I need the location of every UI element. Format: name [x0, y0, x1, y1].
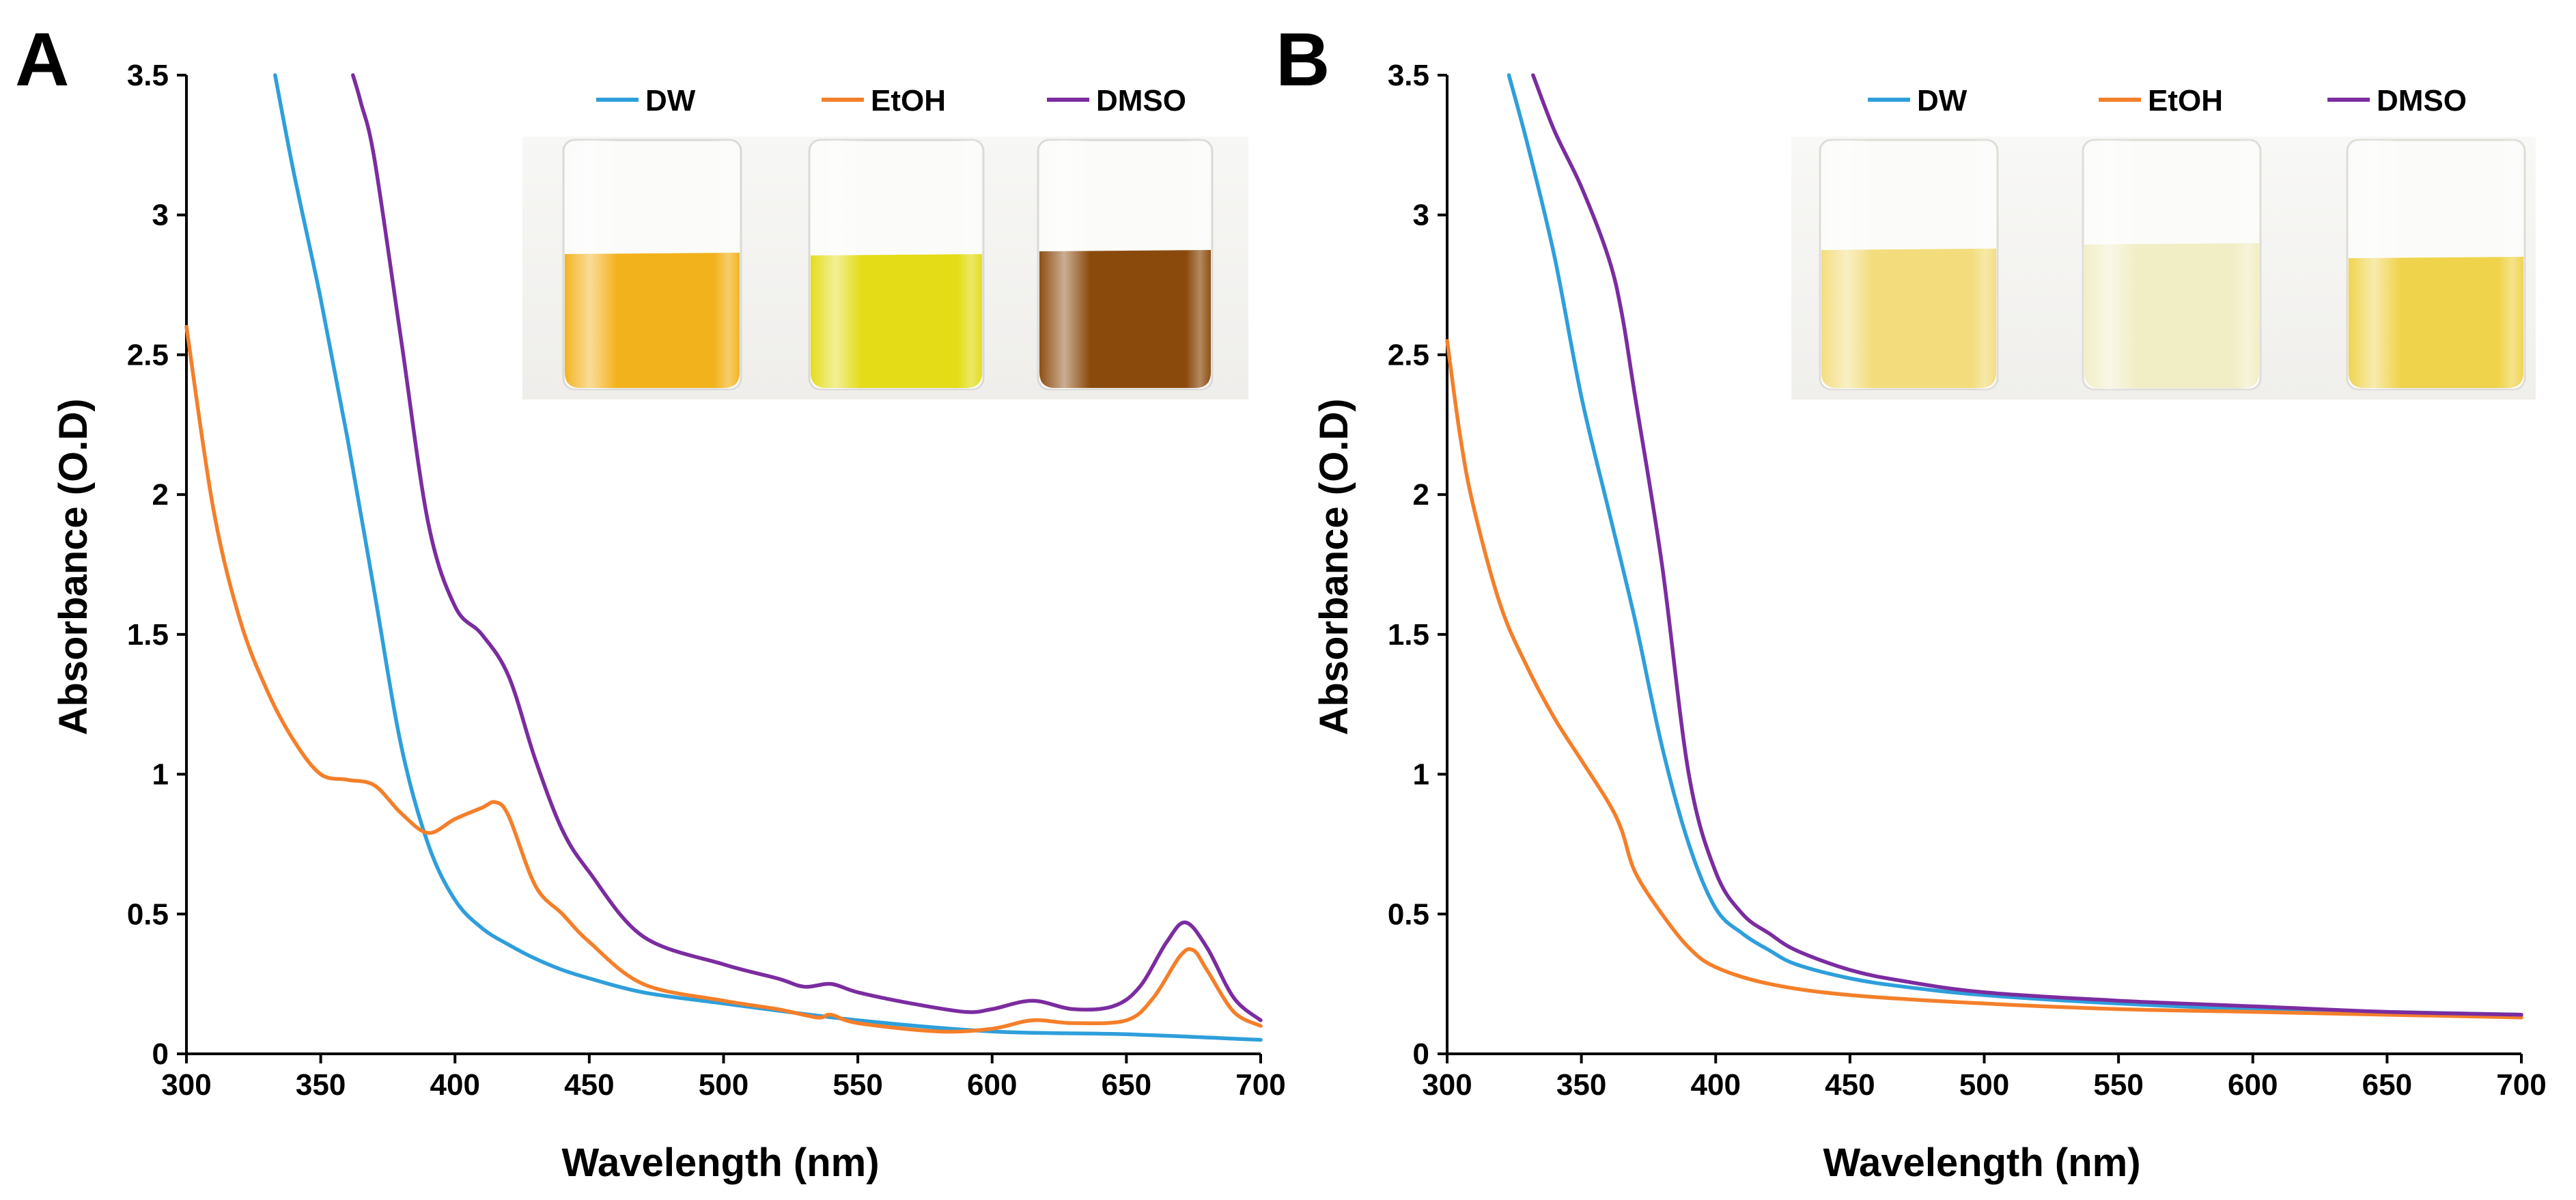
y-tick-label: 0.5: [127, 897, 169, 931]
inset-photo-vials: [522, 137, 1248, 400]
inset-photo-vials: [1791, 137, 2536, 400]
y-tick-label: 1: [152, 758, 169, 792]
vial-dmso: [2346, 139, 2526, 391]
vial-etoh: [2082, 139, 2262, 391]
panel-a: A 300 350 400 450 500 550 600 650 700 0 0.5 1 1.5 2 2.…: [15, 18, 1286, 1185]
y-axis-title: Absorbance (O.D): [51, 398, 96, 735]
vial-dmso: [1037, 139, 1214, 391]
y-tick-label: 1: [1413, 758, 1429, 792]
legend-label-etoh: EtOH: [871, 84, 946, 117]
x-tick-label: 500: [1959, 1068, 2009, 1102]
series-line-dw: [273, 73, 1263, 1042]
x-axis-title: Wavelength (nm): [561, 1141, 879, 1185]
y-tick-label: 0: [1413, 1037, 1429, 1071]
x-tick-label: 350: [296, 1068, 346, 1102]
x-tick-label: 600: [967, 1068, 1017, 1102]
x-tick-label: 450: [564, 1068, 614, 1102]
y-tick-label: 3: [152, 199, 169, 232]
x-tick-label: 400: [1691, 1068, 1741, 1102]
panel-label: B: [1276, 18, 1330, 102]
vial-highlight: [563, 140, 741, 389]
plot-area: 300 350 400 450 500 550 600 650 700 0 0.5 1 1.5 2 2.5 3…: [127, 59, 1286, 1102]
x-tick-label: 550: [832, 1068, 882, 1102]
legend: DW EtOH DMSO: [1868, 84, 2467, 117]
legend-label-dw: DW: [1917, 84, 1968, 117]
x-tick-label: 700: [2496, 1068, 2546, 1102]
vial-highlight: [2347, 140, 2525, 389]
vial-highlight: [809, 140, 983, 389]
y-tick-label: 1.5: [1388, 618, 1429, 652]
vial-dw: [1819, 139, 1999, 391]
y-tick-label: 2: [152, 478, 169, 512]
y-tick-label: 2.5: [127, 338, 169, 372]
x-tick-label: 600: [2228, 1068, 2278, 1102]
series-line-dmso: [1531, 73, 2523, 1017]
legend: DW EtOH DMSO: [596, 84, 1186, 117]
y-tick-label: 3.5: [127, 59, 169, 92]
y-axis-title: Absorbance (O.D): [1312, 398, 1356, 735]
series-line-dw: [1507, 73, 2523, 1017]
y-tick-label: 3: [1413, 199, 1429, 232]
x-tick-label: 300: [1422, 1068, 1472, 1102]
vial-highlight: [2083, 140, 2260, 389]
vial-highlight: [1038, 140, 1212, 389]
series-line-dmso: [351, 73, 1263, 1022]
x-tick-label: 500: [699, 1068, 748, 1102]
y-tick-label: 2: [1413, 478, 1429, 512]
legend-label-dmso: DMSO: [2377, 84, 2467, 117]
panel-label: A: [15, 18, 69, 102]
x-tick-label: 400: [430, 1068, 480, 1102]
x-tick-label: 650: [1102, 1068, 1151, 1102]
x-tick-label: 450: [1825, 1068, 1875, 1102]
y-tick-label: 0: [152, 1037, 169, 1071]
vial-etoh: [808, 139, 985, 391]
x-tick-label: 650: [2362, 1068, 2412, 1102]
y-tick-label: 2.5: [1388, 338, 1429, 372]
x-tick-label: 300: [161, 1068, 211, 1102]
x-axis-title: Wavelength (nm): [1823, 1141, 2140, 1185]
legend-label-dw: DW: [645, 84, 696, 117]
legend-label-etoh: EtOH: [2148, 84, 2223, 117]
vial-highlight: [1820, 140, 1998, 389]
y-tick-label: 0.5: [1388, 897, 1429, 931]
series-line-etoh: [184, 324, 1263, 1034]
plot-area: 300 350 400 450 500 550 600 650 700 0 0.5 1 1.5 2 2.5 3…: [1388, 59, 2547, 1102]
panel-b: B 300 350 400 450 500 550 600 650 700 0 0.5 1 1.5 2 2.…: [1276, 18, 2547, 1185]
y-tick-label: 3.5: [1388, 59, 1429, 92]
x-tick-label: 350: [1556, 1068, 1606, 1102]
legend-label-dmso: DMSO: [1096, 84, 1186, 117]
vial-dw: [562, 139, 742, 391]
series-line-etoh: [1445, 339, 2523, 1020]
y-tick-label: 1.5: [127, 618, 169, 652]
x-tick-label: 700: [1235, 1068, 1285, 1102]
x-tick-label: 550: [2093, 1068, 2143, 1102]
